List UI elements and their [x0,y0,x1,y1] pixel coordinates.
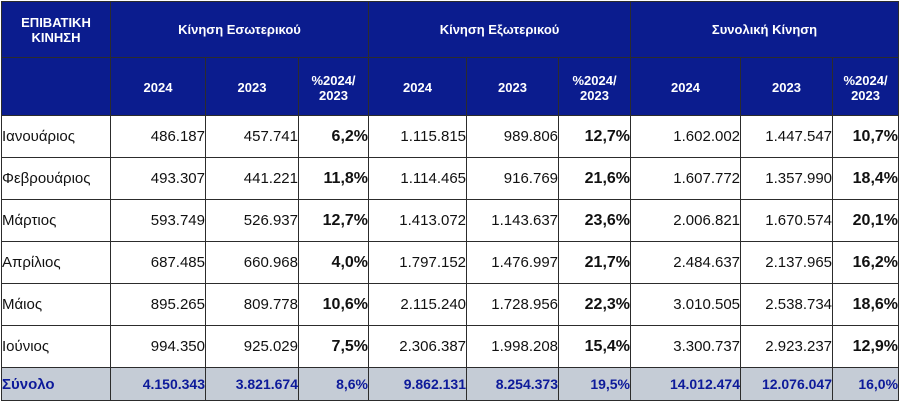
international-2024-cell: 2.115.240 [368,283,468,326]
domestic-change-cell: 7,5% [297,325,370,368]
domestic-change-cell: 12,7% [297,199,370,242]
international-change-cell: 22,3% [558,283,632,326]
total-2024-cell: 3.010.505 [630,283,742,326]
domestic-change-cell: 11,8% [297,157,370,200]
month-cell: Φεβρουάριος [1,157,111,200]
international-2023-cell: 1.476.997 [466,241,560,284]
col-header-2023: 2023 [205,57,299,116]
total-2024-cell: 2.484.637 [630,241,742,284]
total-label-cell: Σύνολο [1,367,111,401]
domestic-2024-cell: 486.187 [110,115,206,158]
domestic-2023-cell: 660.968 [205,241,299,284]
table-row: Μάιος 895.265 809.778 10,6% 2.115.240 1.… [1,283,900,326]
international-change-total-cell: 19,5% [558,367,632,401]
domestic-change-cell: 10,6% [297,283,370,326]
international-change-cell: 12,7% [558,115,632,158]
col-header-change: %2024/ 2023 [297,57,370,116]
international-2023-total-cell: 8.254.373 [466,367,560,401]
international-change-cell: 21,6% [558,157,632,200]
international-2023-cell: 916.769 [466,157,560,200]
domestic-change-total-cell: 8,6% [297,367,370,401]
group-total-header: Συνολική Κίνηση [630,1,900,58]
col-header-change: %2024/ 2023 [832,57,900,116]
international-2024-cell: 1.797.152 [368,241,468,284]
table-row: Ιούνιος 994.350 925.029 7,5% 2.306.387 1… [1,325,900,368]
total-change-cell: 18,6% [832,283,900,326]
international-change-cell: 21,7% [558,241,632,284]
international-2024-cell: 2.306.387 [368,325,468,368]
col-header-change: %2024/ 2023 [558,57,632,116]
table-corner-blank [1,57,111,116]
table-row: Φεβρουάριος 493.307 441.221 11,8% 1.114.… [1,157,900,200]
domestic-2024-cell: 994.350 [110,325,206,368]
domestic-2023-cell: 441.221 [205,157,299,200]
total-2023-cell: 1.670.574 [740,199,834,242]
international-2024-cell: 1.114.465 [368,157,468,200]
total-change-cell: 12,9% [832,325,900,368]
domestic-change-cell: 6,2% [297,115,370,158]
domestic-2024-total-cell: 4.150.343 [110,367,206,401]
domestic-2023-total-cell: 3.821.674 [205,367,299,401]
total-2024-cell: 1.602.002 [630,115,742,158]
group-domestic-header: Κίνηση Εσωτερικού [109,1,370,58]
international-2024-cell: 1.413.072 [368,199,468,242]
domestic-2024-cell: 687.485 [110,241,206,284]
col-header-2023: 2023 [466,57,560,116]
month-cell: Μάρτιος [1,199,111,242]
total-change-total-cell: 16,0% [832,367,900,401]
total-2023-cell: 2.923.237 [740,325,834,368]
month-cell: Απρίλιος [1,241,111,284]
month-cell: Ιούνιος [1,325,111,368]
total-2023-total-cell: 12.076.047 [740,367,834,401]
domestic-change-cell: 4,0% [297,241,370,284]
total-change-cell: 20,1% [832,199,900,242]
col-header-2023: 2023 [740,57,834,116]
domestic-2024-cell: 593.749 [110,199,206,242]
international-change-cell: 23,6% [558,199,632,242]
total-2023-cell: 2.137.965 [740,241,834,284]
total-2023-cell: 1.447.547 [740,115,834,158]
international-2023-cell: 1.728.956 [466,283,560,326]
international-2024-cell: 1.115.815 [368,115,468,158]
total-2024-cell: 1.607.772 [630,157,742,200]
col-header-2024: 2024 [368,57,468,116]
month-cell: Μάιος [1,283,111,326]
col-header-2024: 2024 [630,57,742,116]
total-2023-cell: 2.538.734 [740,283,834,326]
domestic-2024-cell: 895.265 [110,283,206,326]
group-international-header: Κίνηση Εξωτερικού [368,1,632,58]
table-row: Απρίλιος 687.485 660.968 4,0% 1.797.152 … [1,241,900,284]
domestic-2023-cell: 925.029 [205,325,299,368]
table-row: Μάρτιος 593.749 526.937 12,7% 1.413.072 … [1,199,900,242]
total-change-cell: 16,2% [832,241,900,284]
table-row: Ιανουάριος 486.187 457.741 6,2% 1.115.81… [1,115,900,158]
table-corner-title: ΕΠΙΒΑΤΙΚΗ ΚΙΝΗΣΗ [1,1,111,58]
total-2023-cell: 1.357.990 [740,157,834,200]
international-change-cell: 15,4% [558,325,632,368]
international-2023-cell: 989.806 [466,115,560,158]
total-2024-total-cell: 14.012.474 [630,367,742,401]
total-row: Σύνολο 4.150.343 3.821.674 8,6% 9.862.13… [1,367,900,401]
domestic-2023-cell: 457.741 [205,115,299,158]
total-2024-cell: 3.300.737 [630,325,742,368]
international-2023-cell: 1.998.208 [466,325,560,368]
domestic-2023-cell: 809.778 [205,283,299,326]
total-change-cell: 18,4% [832,157,900,200]
col-header-2024: 2024 [110,57,206,116]
domestic-2023-cell: 526.937 [205,199,299,242]
month-cell: Ιανουάριος [1,115,111,158]
total-change-cell: 10,7% [832,115,900,158]
domestic-2024-cell: 493.307 [110,157,206,200]
international-2023-cell: 1.143.637 [466,199,560,242]
international-2024-total-cell: 9.862.131 [368,367,468,401]
total-2024-cell: 2.006.821 [630,199,742,242]
